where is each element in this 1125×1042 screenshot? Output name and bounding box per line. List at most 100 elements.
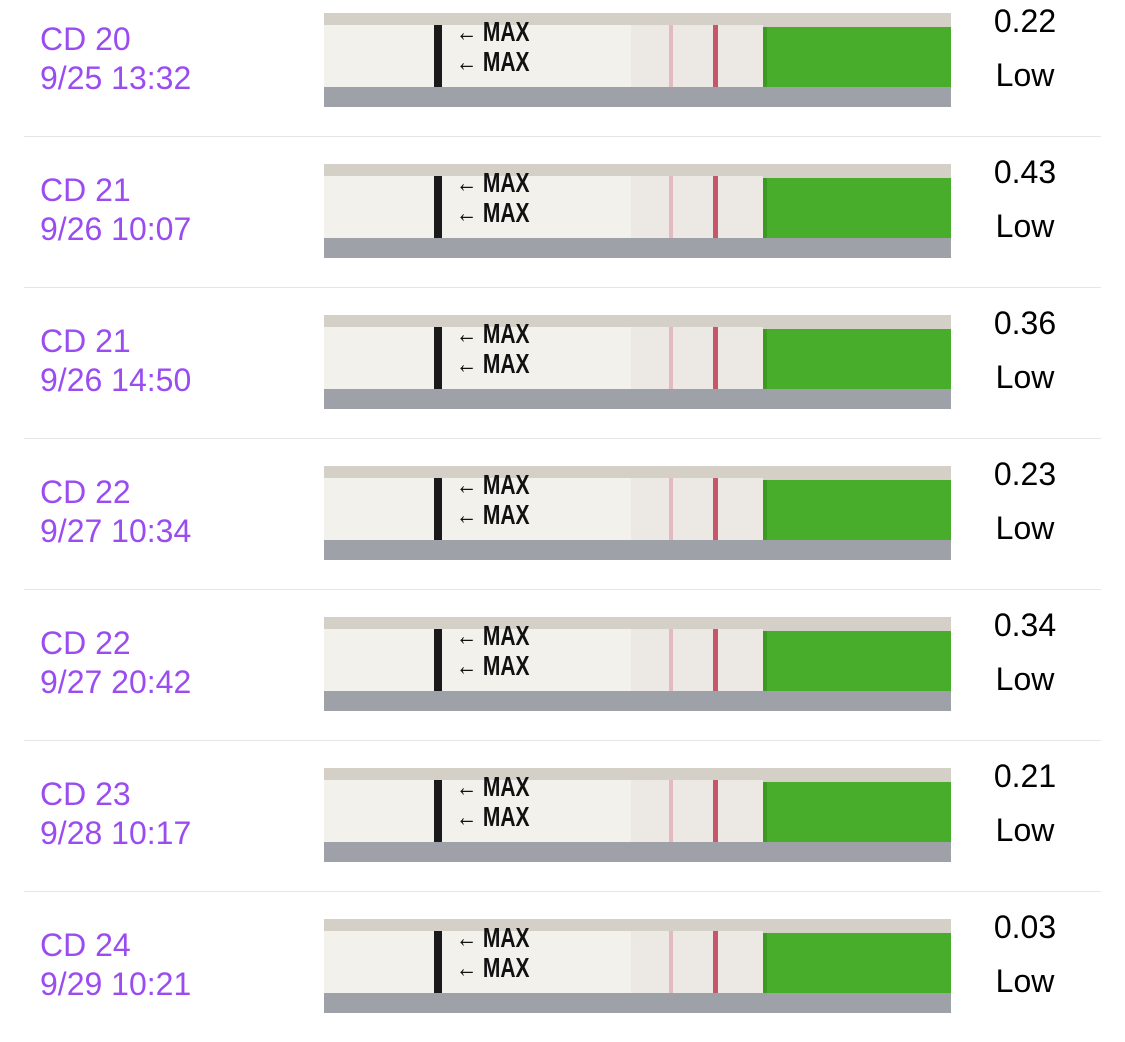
strip-max-bar (433, 478, 442, 540)
strip-green-tab (762, 480, 951, 540)
strip-window (631, 629, 763, 691)
strip-shadow (324, 691, 951, 711)
strip-window (631, 780, 763, 842)
test-reading: 0.21 Low (984, 749, 1066, 857)
test-level: Low (995, 208, 1055, 244)
test-level: Low (995, 359, 1055, 395)
control-line (712, 25, 718, 87)
test-result-row[interactable]: CD 20 9/25 13:32 ← MAX ← MAX 0.22 Low (24, 0, 1101, 137)
cycle-day: CD 21 (40, 323, 131, 359)
test-strip-photo[interactable]: ← MAX ← MAX (324, 315, 951, 409)
test-line (668, 478, 673, 540)
strip-window (631, 176, 763, 238)
test-level: Low (995, 57, 1055, 93)
strip-handle (324, 327, 632, 389)
test-reading: 0.34 Low (984, 598, 1066, 706)
strip-handle (324, 931, 632, 993)
test-datetime: CD 22 9/27 20:42 (40, 624, 191, 702)
test-level: Low (995, 963, 1055, 999)
test-datetime: CD 20 9/25 13:32 (40, 20, 191, 98)
strip-max-bar (433, 931, 442, 993)
test-level: Low (995, 812, 1055, 848)
strip-max-bar (433, 25, 442, 87)
cycle-day: CD 23 (40, 776, 131, 812)
strip-max-bar (433, 327, 442, 389)
strip-max-bar (433, 176, 442, 238)
strip-max-label: ← MAX ← MAX (455, 620, 530, 681)
test-level: Low (995, 510, 1055, 546)
strip-shadow (324, 842, 951, 862)
test-time: 9/25 13:32 (40, 60, 192, 96)
test-strip-photo[interactable]: ← MAX ← MAX (324, 919, 951, 1013)
strip-handle (324, 780, 632, 842)
strip-max-bar (433, 780, 442, 842)
strip-green-tab (762, 178, 951, 238)
test-time: 9/29 10:21 (40, 966, 192, 1002)
test-value: 0.34 (993, 607, 1057, 643)
test-result-row[interactable]: CD 24 9/29 10:21 ← MAX ← MAX 0.03 Low (24, 892, 1101, 1042)
test-line (668, 629, 673, 691)
control-line (712, 327, 718, 389)
test-result-row[interactable]: CD 21 9/26 14:50 ← MAX ← MAX 0.36 Low (24, 288, 1101, 439)
test-datetime: CD 21 9/26 10:07 (40, 171, 191, 249)
strip-shadow (324, 87, 951, 107)
strip-window (631, 25, 763, 87)
test-strip-photo[interactable]: ← MAX ← MAX (324, 466, 951, 560)
strip-handle (324, 629, 632, 691)
strip-green-tab (762, 27, 951, 87)
strip-green-tab (762, 782, 951, 842)
control-line (712, 780, 718, 842)
test-value: 0.22 (993, 3, 1057, 39)
strip-green-tab (762, 631, 951, 691)
control-line (712, 478, 718, 540)
cycle-day: CD 22 (40, 474, 131, 510)
cycle-day: CD 22 (40, 625, 131, 661)
cycle-day: CD 20 (40, 21, 131, 57)
test-time: 9/26 10:07 (40, 211, 192, 247)
strip-shadow (324, 238, 951, 258)
strip-max-label: ← MAX ← MAX (455, 16, 530, 77)
test-reading: 0.03 Low (984, 900, 1066, 1008)
test-result-row[interactable]: CD 23 9/28 10:17 ← MAX ← MAX 0.21 Low (24, 741, 1101, 892)
strip-window (631, 327, 763, 389)
strip-max-bar (433, 629, 442, 691)
test-line (668, 327, 673, 389)
test-result-row[interactable]: CD 22 9/27 20:42 ← MAX ← MAX 0.34 Low (24, 590, 1101, 741)
test-line (668, 176, 673, 238)
test-value: 0.43 (993, 154, 1057, 190)
test-value: 0.03 (993, 909, 1057, 945)
test-result-row[interactable]: CD 22 9/27 10:34 ← MAX ← MAX 0.23 Low (24, 439, 1101, 590)
strip-window (631, 478, 763, 540)
strip-window (631, 931, 763, 993)
test-time: 9/27 20:42 (40, 664, 192, 700)
strip-max-label: ← MAX ← MAX (455, 771, 530, 832)
cycle-day: CD 21 (40, 172, 131, 208)
test-line (668, 931, 673, 993)
test-strip-photo[interactable]: ← MAX ← MAX (324, 617, 951, 711)
test-datetime: CD 24 9/29 10:21 (40, 926, 191, 1004)
test-datetime: CD 23 9/28 10:17 (40, 775, 191, 853)
test-strip-photo[interactable]: ← MAX ← MAX (324, 164, 951, 258)
test-reading: 0.36 Low (984, 296, 1066, 404)
test-datetime: CD 21 9/26 14:50 (40, 322, 191, 400)
strip-green-tab (762, 329, 951, 389)
test-strip-photo[interactable]: ← MAX ← MAX (324, 768, 951, 862)
strip-shadow (324, 993, 951, 1013)
strip-max-label: ← MAX ← MAX (455, 167, 530, 228)
test-time: 9/28 10:17 (40, 815, 192, 851)
strip-max-label: ← MAX ← MAX (455, 318, 530, 379)
test-result-row[interactable]: CD 21 9/26 10:07 ← MAX ← MAX 0.43 Low (24, 137, 1101, 288)
test-line (668, 25, 673, 87)
test-datetime: CD 22 9/27 10:34 (40, 473, 191, 551)
test-reading: 0.23 Low (984, 447, 1066, 555)
test-strip-photo[interactable]: ← MAX ← MAX (324, 13, 951, 107)
strip-max-label: ← MAX ← MAX (455, 469, 530, 530)
strip-max-label: ← MAX ← MAX (455, 922, 530, 983)
strip-handle (324, 25, 632, 87)
control-line (712, 931, 718, 993)
control-line (712, 629, 718, 691)
test-value: 0.36 (993, 305, 1057, 341)
strip-handle (324, 176, 632, 238)
test-line (668, 780, 673, 842)
test-level: Low (995, 661, 1055, 697)
